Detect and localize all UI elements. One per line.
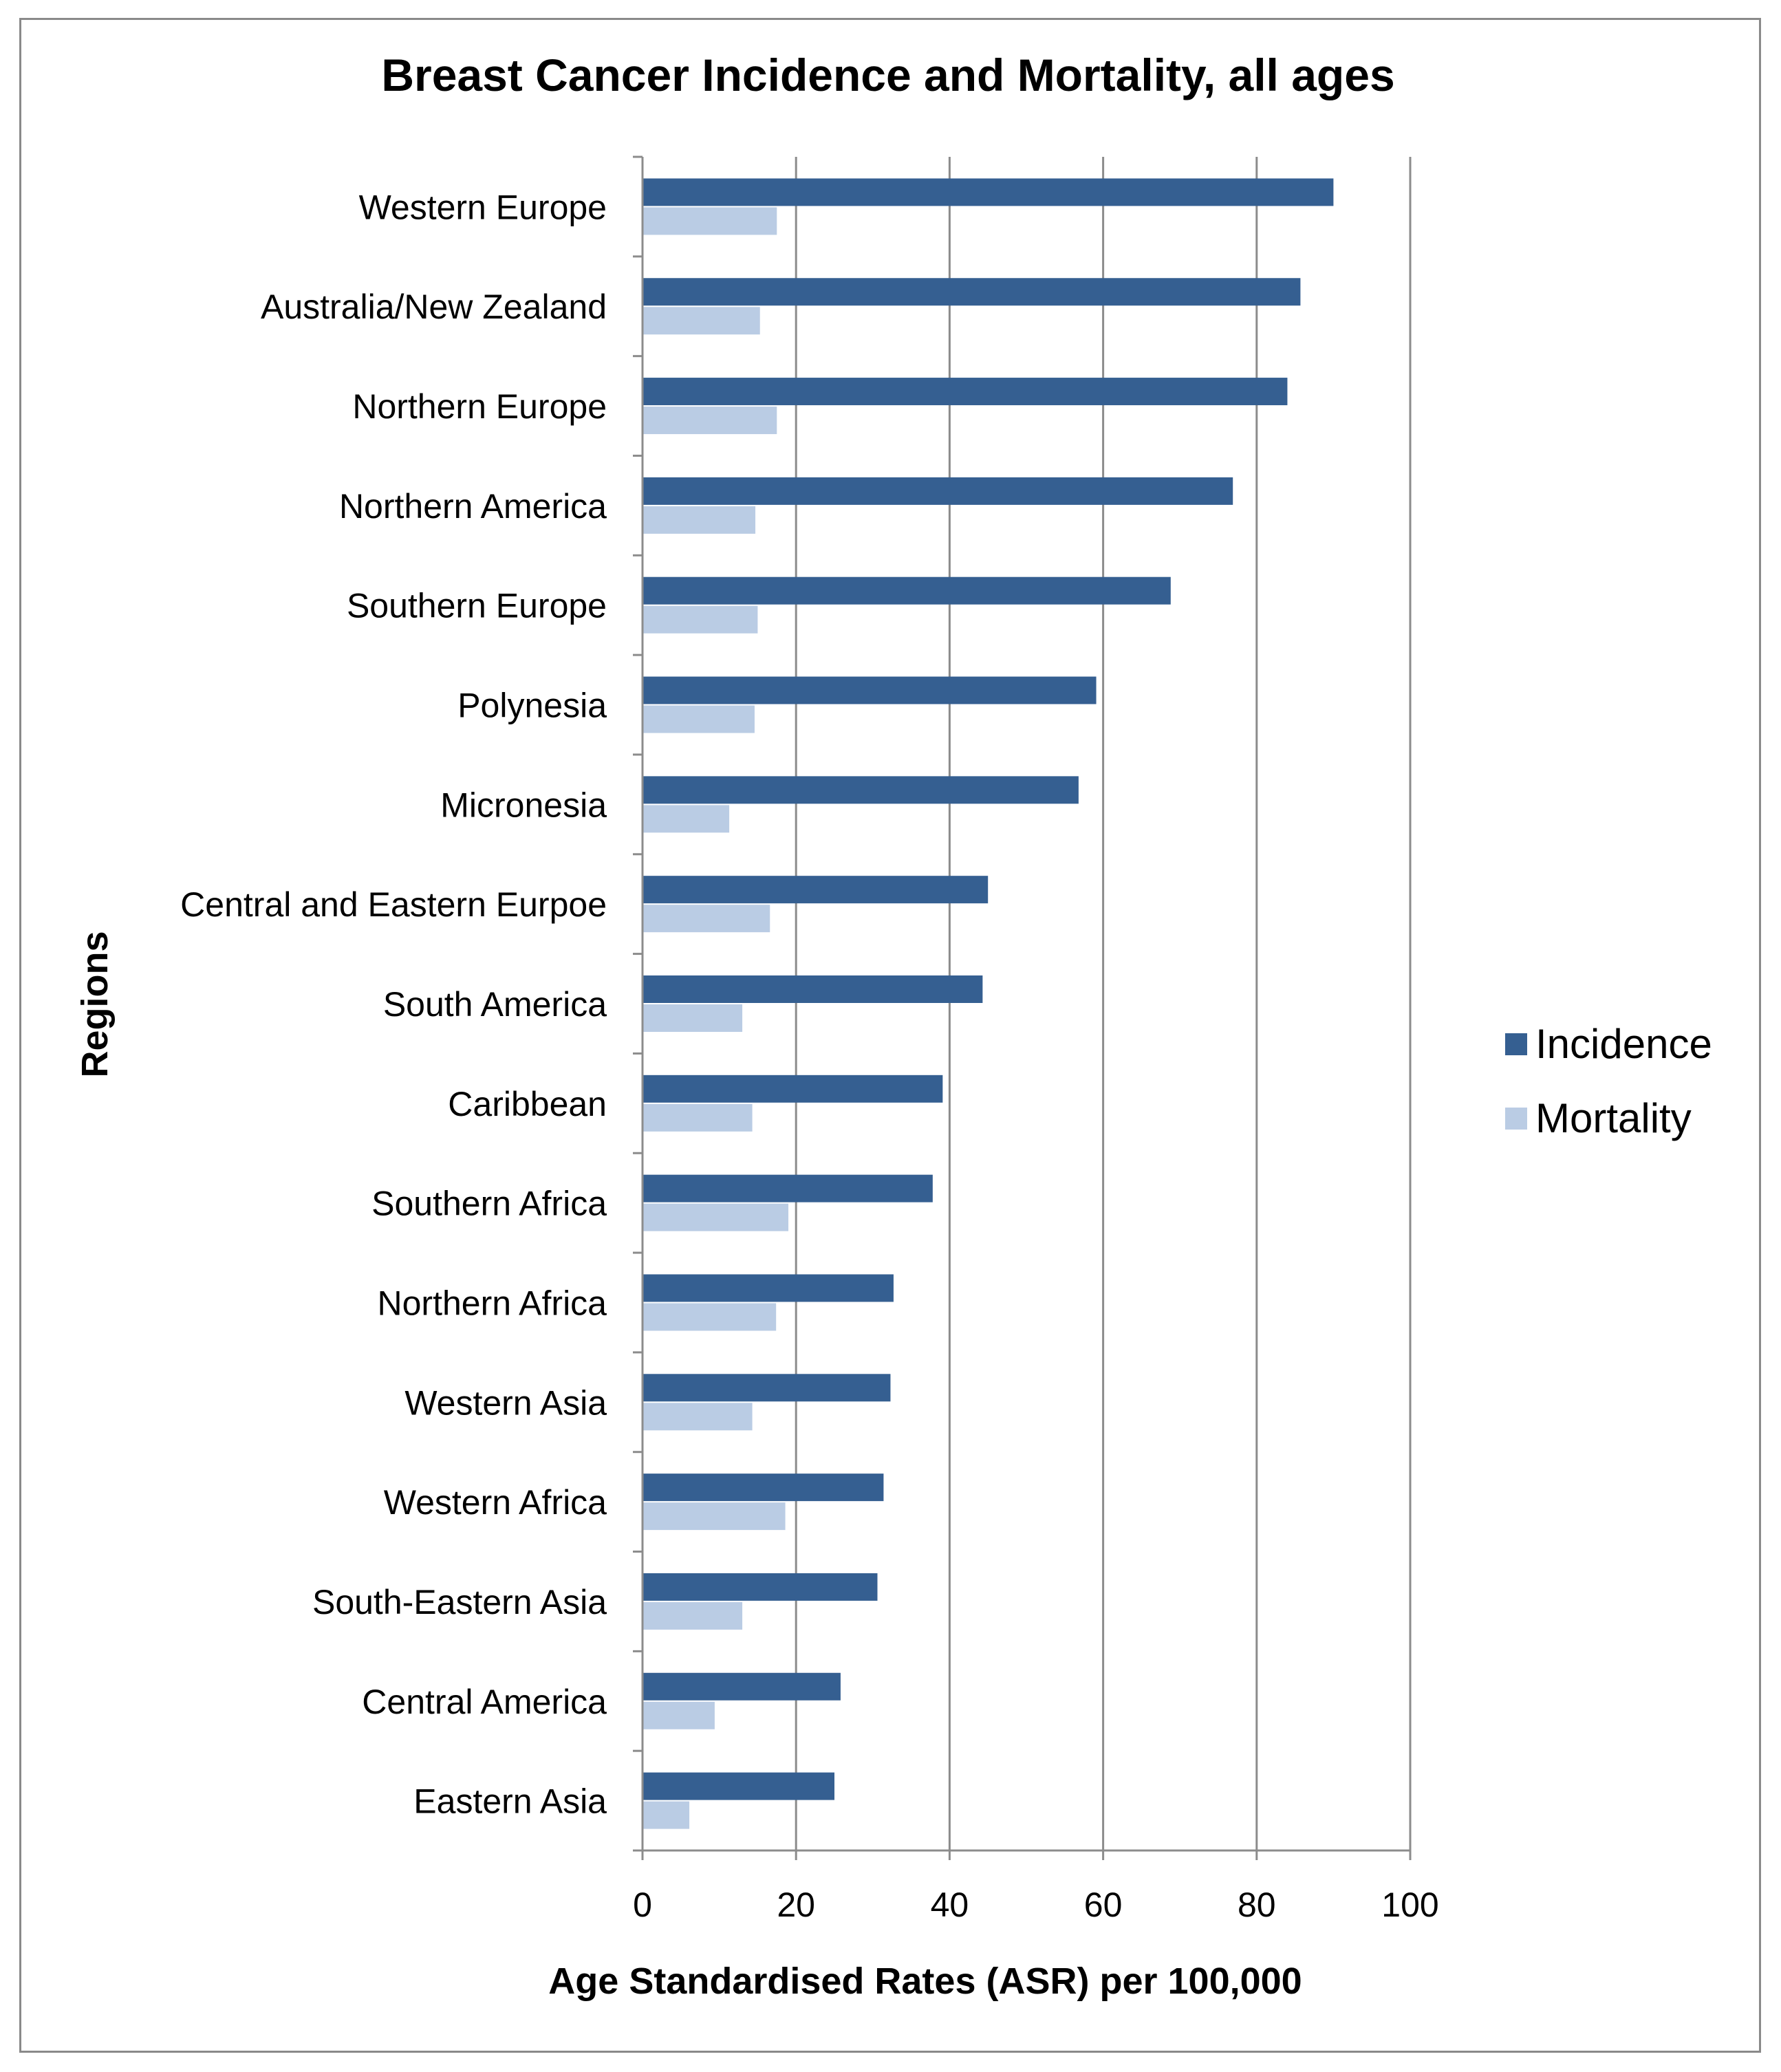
x-tick-label: 80: [1238, 1886, 1276, 1924]
category-label: Northern Africa: [378, 1284, 607, 1322]
bar-incidence: [643, 278, 1301, 306]
bar-incidence: [643, 1672, 841, 1701]
category-label: Western Asia: [404, 1383, 607, 1422]
category-label: Southern Europe: [347, 587, 607, 625]
x-tick-label: 20: [777, 1886, 815, 1924]
gridlines: [795, 157, 1412, 1850]
category-label: Western Europe: [359, 188, 607, 226]
chart-title: Breast Cancer Incidence and Mortality, a…: [381, 50, 1394, 100]
x-tick-label: 40: [931, 1886, 969, 1924]
x-tick-labels: 0 20 40 60 80 100: [633, 1886, 1439, 1924]
bar-mortality: [643, 805, 730, 833]
bar-incidence: [643, 378, 1288, 406]
x-tick-label: 100: [1381, 1886, 1438, 1924]
bar-mortality: [643, 905, 770, 933]
bar-mortality: [643, 407, 777, 435]
legend-label-mortality: Mortality: [1535, 1095, 1692, 1141]
category-label: Polynesia: [457, 687, 607, 725]
category-label: Micronesia: [440, 786, 607, 824]
axes: [633, 155, 1412, 1860]
category-label: Western Africa: [384, 1483, 607, 1522]
bar-incidence: [643, 178, 1334, 206]
bar-incidence: [643, 576, 1171, 605]
bar-mortality: [643, 605, 758, 634]
category-label: Central and Eastern Eurpoe: [180, 885, 607, 924]
bar-mortality: [643, 1004, 743, 1032]
bar-incidence: [643, 1274, 894, 1302]
bar-incidence: [643, 1075, 943, 1103]
bar-incidence: [643, 975, 983, 1003]
bar-mortality: [643, 506, 756, 534]
bar-incidence: [643, 1772, 834, 1800]
bar-incidence: [643, 1374, 891, 1402]
bar-incidence: [643, 676, 1097, 704]
category-label: South America: [383, 985, 607, 1024]
bar-mortality: [643, 705, 755, 733]
bar-incidence: [643, 876, 989, 904]
bar-incidence: [643, 776, 1079, 804]
legend-swatch-incidence: [1505, 1033, 1527, 1055]
bar-mortality: [643, 307, 760, 335]
bar-mortality: [643, 1403, 753, 1431]
category-labels: Western Europe Australia/New Zealand North…: [180, 188, 607, 1820]
bar-mortality: [643, 1303, 777, 1331]
bar-incidence: [643, 1573, 878, 1601]
category-label: South-Eastern Asia: [312, 1583, 607, 1621]
category-label: Australia/New Zealand: [261, 288, 607, 326]
bar-incidence: [643, 1474, 884, 1502]
bars: [643, 178, 1334, 1829]
legend-swatch-mortality: [1505, 1108, 1527, 1130]
bar-mortality: [643, 1502, 786, 1531]
legend: Incidence Mortality: [1505, 1021, 1712, 1141]
bar-mortality: [643, 1203, 789, 1231]
chart-frame: [19, 18, 1761, 2053]
category-label: Northern Europe: [352, 387, 607, 426]
bar-mortality: [643, 1103, 753, 1132]
category-label: Northern America: [339, 487, 607, 526]
bar-incidence: [643, 477, 1233, 505]
bar-mortality: [643, 1601, 743, 1630]
bar-mortality: [643, 207, 777, 235]
y-axis-title: Regions: [74, 931, 116, 1077]
x-tick-label: 60: [1084, 1886, 1123, 1924]
category-label: Southern Africa: [371, 1185, 607, 1223]
bar-incidence: [643, 1174, 933, 1202]
bar-mortality: [643, 1801, 690, 1829]
category-label: Caribbean: [448, 1085, 607, 1123]
category-label: Eastern Asia: [413, 1782, 607, 1821]
legend-label-incidence: Incidence: [1535, 1021, 1712, 1067]
x-tick-label: 0: [633, 1886, 652, 1924]
category-label: Central America: [362, 1683, 607, 1721]
x-axis-title: Age Standardised Rates (ASR) per 100,000: [548, 1961, 1302, 2002]
bar-mortality: [643, 1701, 715, 1729]
